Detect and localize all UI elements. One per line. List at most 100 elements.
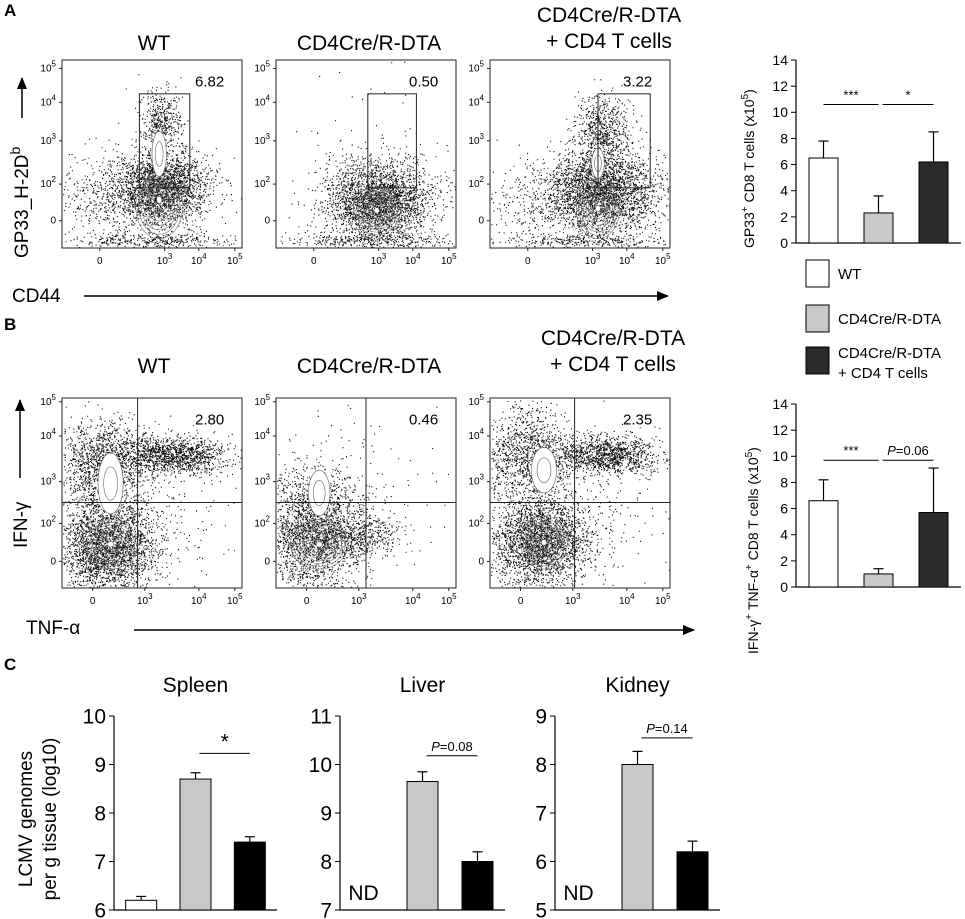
chart-title: Spleen (163, 674, 228, 697)
y-axis-label-ifng: IFN-γ (11, 501, 32, 548)
svg-text:GP33_H-2Db: GP33_H-2Db (7, 147, 33, 259)
contour-ring (371, 204, 383, 217)
y-tick-label: 102 (254, 175, 270, 190)
y-tick-label: 105 (254, 59, 270, 74)
contour-lines (135, 131, 183, 239)
x-tick-exponent: 4 (416, 252, 421, 261)
gate-percentage: 0.50 (409, 73, 438, 90)
ylabel-superscript: + (744, 564, 755, 570)
contour-ring (101, 535, 120, 553)
contour-ring (290, 519, 349, 570)
y-tick-label: 104 (40, 427, 56, 442)
significance-label: *** (843, 443, 858, 458)
legend-label-dta: CD4Cre/R-DTA (838, 311, 941, 328)
y-tick-label: 8 (780, 130, 788, 146)
bar (863, 573, 894, 588)
panel-a-y-axis-label: GP33_H-2Db (7, 77, 33, 259)
bar (808, 157, 839, 244)
panel-c-letter: C (4, 655, 16, 674)
bar (918, 511, 949, 588)
contour-ring (583, 188, 613, 229)
flow-plot-b-wt: 2.80 0 102 103 104 105 0 103 104 105 (40, 393, 243, 607)
legend-swatch-dta-cd4 (805, 346, 830, 375)
y-tick-label: 102 (40, 175, 56, 190)
gate-percentage: 0.46 (409, 412, 438, 429)
legend: WT CD4Cre/R-DTA CD4Cre/R-DTA + CD4 T cel… (805, 259, 941, 382)
contour-ring (151, 190, 168, 213)
contour-stem-inner (312, 480, 326, 506)
y-tick-exponent: 2 (266, 175, 271, 184)
panel-b-letter: B (4, 315, 16, 334)
event-dots (63, 401, 242, 589)
x-tick-label: 104 (619, 592, 635, 607)
contour-ring (138, 177, 181, 235)
significance-label: P=0.14 (646, 721, 688, 736)
x-tick-label: 104 (405, 252, 421, 267)
bar (918, 161, 949, 244)
y-tick-label: 2 (780, 209, 788, 225)
ylabel-text: ) (745, 447, 761, 452)
y-tick-label: 10 (772, 448, 788, 464)
x-tick-label: 103 (137, 592, 153, 607)
x-tick-label: 104 (405, 592, 421, 607)
plot-a3-title-line2: + CD4 T cells (546, 30, 672, 53)
y-tick-label: 5 (535, 899, 547, 919)
contour-ring (363, 196, 391, 225)
y-tick-label: 0 (780, 235, 788, 251)
x-tick-label: 105 (441, 252, 457, 267)
x-tick-exponent: 4 (202, 252, 207, 261)
legend-label-dta-cd4-line2: + CD4 T cells (838, 365, 928, 382)
x-tick-label: 104 (619, 252, 635, 267)
y-tick-exponent: 3 (52, 132, 57, 141)
contour-ring (588, 194, 608, 223)
y-tick-label: 9 (535, 705, 547, 728)
contour-lines (353, 185, 401, 236)
panel-a-letter: A (4, 1, 16, 20)
x-tick-exponent: 3 (362, 592, 367, 601)
y-tick-label: 103 (40, 473, 56, 488)
ylabel-text: CD8 T cells (x10 (741, 99, 757, 206)
event-dots-path (63, 401, 242, 589)
x-tick-exponent: 3 (596, 252, 601, 261)
contour-ring (153, 193, 165, 209)
contour-stem-inner (536, 457, 552, 484)
ylabel-superscript: 5 (740, 93, 751, 99)
contour-ring (156, 196, 163, 204)
y-tick-label: 105 (40, 393, 56, 408)
plot-b2-title: CD4Cre/R-DTA (297, 355, 441, 378)
legend-swatch-wt (805, 259, 830, 288)
y-tick-exponent: 4 (480, 93, 485, 102)
contour-ring (86, 522, 135, 567)
y-tick-exponent: 2 (52, 514, 57, 523)
y-tick-exponent: 4 (52, 93, 57, 102)
y-tick-label: 4 (780, 183, 788, 199)
contour-stem-inner (103, 466, 118, 501)
contour-lines (83, 452, 138, 570)
contour-ring (89, 524, 132, 564)
nd-label: ND (563, 882, 593, 905)
bar (621, 764, 654, 911)
x-tick-exponent: 5 (666, 592, 671, 601)
x-tick-label: 104 (191, 592, 207, 607)
bar (676, 851, 709, 911)
p-symbol: P (887, 443, 896, 458)
y-tick-exponent: 2 (480, 514, 485, 523)
x-tick-exponent: 5 (666, 252, 671, 261)
contour-ring (98, 533, 123, 556)
y-tick-exponent: 2 (52, 175, 57, 184)
x-tick-label: 105 (655, 252, 671, 267)
x-tick-label: 0 (518, 596, 524, 607)
event-dots-path (280, 61, 456, 248)
panel-a-x-axis-label: CD44 (12, 286, 669, 307)
x-tick-exponent: 4 (416, 592, 421, 601)
y-tick-label: 12 (772, 78, 788, 94)
contour-ring (592, 201, 604, 216)
y-tick-label: 10 (83, 705, 106, 728)
y-tick-label: 104 (468, 427, 484, 442)
contour-ring (355, 188, 398, 233)
y-tick-label: 104 (254, 427, 270, 442)
legend-label-dta-cd4-line1: CD4Cre/R-DTA (838, 345, 941, 362)
